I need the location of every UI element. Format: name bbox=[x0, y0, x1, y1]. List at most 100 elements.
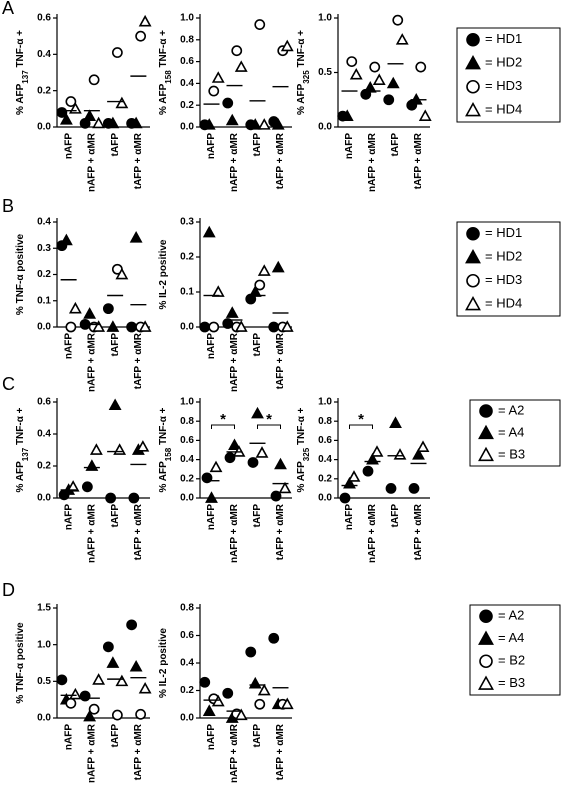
y-tick-label: 0.0 bbox=[180, 122, 194, 133]
data-point bbox=[102, 641, 114, 653]
legend-marker bbox=[465, 102, 481, 117]
data-point bbox=[92, 116, 106, 129]
y-axis-label-part: TNF-α + bbox=[158, 30, 169, 70]
data-point bbox=[83, 709, 97, 722]
data-point bbox=[231, 45, 243, 57]
data-point bbox=[59, 113, 73, 125]
legend-marker bbox=[465, 249, 481, 264]
data-point bbox=[408, 482, 420, 494]
x-tick-label: tAFP + αMR bbox=[413, 132, 424, 189]
data-point bbox=[105, 492, 117, 504]
data-point bbox=[205, 491, 218, 503]
x-tick-label: tAFP + αMR bbox=[413, 503, 424, 560]
data-point bbox=[340, 109, 354, 121]
data-point bbox=[83, 307, 97, 319]
data-point bbox=[222, 687, 234, 699]
y-tick-label: 0.2 bbox=[180, 473, 194, 484]
x-tick-label: tAFP bbox=[390, 504, 401, 528]
y-axis-label-part: TNF-α + bbox=[15, 407, 26, 447]
x-tick-label: tAFP + αMR bbox=[275, 132, 286, 189]
y-tick-label: 0.2 bbox=[37, 85, 51, 96]
y-tick-label: 0.4 bbox=[180, 78, 194, 89]
data-point bbox=[126, 321, 138, 333]
y-tick-label: 0.6 bbox=[37, 397, 51, 408]
y-tick-label: 0.0 bbox=[318, 493, 332, 504]
data-point bbox=[211, 694, 225, 707]
data-point bbox=[138, 14, 152, 27]
legend-label: = B3 bbox=[498, 675, 525, 690]
legend-label: = HD3 bbox=[485, 78, 522, 93]
y-axis-label: % AFP158 TNF-α + bbox=[158, 407, 173, 492]
y-axis-label: % IL-2 positive bbox=[158, 239, 169, 309]
y-tick-label: 0.1 bbox=[180, 287, 194, 298]
y-axis-label-part: TNF-α + bbox=[296, 30, 307, 70]
data-point bbox=[65, 96, 77, 107]
data-point bbox=[224, 452, 236, 464]
y-axis-label-part: 325 bbox=[302, 447, 311, 461]
data-point bbox=[385, 482, 397, 494]
y-tick-label: 0.4 bbox=[37, 429, 51, 440]
y-tick-label: 0.2 bbox=[180, 252, 194, 263]
legend-label: = A4 bbox=[498, 424, 524, 439]
legend-marker bbox=[478, 446, 494, 462]
data-point bbox=[418, 109, 432, 121]
legend-marker bbox=[466, 32, 480, 47]
data-point bbox=[66, 480, 80, 492]
data-point bbox=[92, 673, 106, 685]
x-tick-label: nAFP bbox=[206, 133, 217, 159]
x-tick-label: tAFP + αMR bbox=[133, 723, 144, 780]
x-tick-label: nAFP + αMR bbox=[229, 503, 240, 563]
y-axis-label-part: % AFP bbox=[158, 83, 169, 115]
data-point bbox=[268, 321, 280, 333]
y-axis-label: % AFP325 TNF-α + bbox=[296, 30, 311, 115]
data-point bbox=[346, 56, 358, 67]
legend-marker bbox=[478, 630, 494, 645]
data-point bbox=[222, 97, 234, 109]
data-point bbox=[372, 73, 386, 85]
legend-label: = B2 bbox=[498, 653, 525, 668]
y-axis-label-part: 158 bbox=[164, 447, 173, 461]
x-tick-label: nAFP bbox=[63, 724, 74, 750]
data-point bbox=[347, 470, 361, 482]
x-tick-label: tAFP bbox=[252, 133, 263, 157]
x-tick-label: nAFP + αMR bbox=[87, 332, 98, 392]
data-point bbox=[280, 39, 294, 52]
legend-marker bbox=[465, 296, 481, 311]
data-point bbox=[254, 279, 266, 291]
data-point bbox=[228, 438, 241, 451]
x-tick-label: nAFP + αMR bbox=[87, 723, 98, 783]
x-tick-label: tAFP bbox=[110, 504, 121, 528]
data-point bbox=[138, 681, 152, 694]
data-point bbox=[392, 14, 404, 26]
legend-label: = HD1 bbox=[485, 225, 522, 240]
x-tick-label: nAFP bbox=[206, 504, 217, 530]
significance-star: * bbox=[358, 411, 364, 428]
y-tick-label: 0.4 bbox=[180, 658, 194, 669]
x-tick-label: nAFP bbox=[206, 333, 217, 359]
data-point bbox=[208, 321, 220, 333]
legend-label: = A2 bbox=[498, 402, 524, 417]
x-tick-label: tAFP + αMR bbox=[133, 503, 144, 560]
data-point bbox=[138, 320, 152, 332]
x-tick-label: nAFP + αMR bbox=[229, 332, 240, 392]
data-point bbox=[234, 60, 248, 72]
data-point bbox=[257, 683, 271, 696]
data-point bbox=[415, 61, 427, 73]
data-point bbox=[209, 460, 223, 473]
data-point bbox=[106, 320, 120, 332]
data-point bbox=[274, 457, 287, 470]
legend-label: = A4 bbox=[498, 630, 524, 645]
y-tick-label: 0.0 bbox=[37, 122, 51, 133]
data-point bbox=[89, 443, 103, 455]
data-point bbox=[386, 76, 400, 89]
data-point bbox=[211, 71, 225, 83]
data-point bbox=[412, 448, 425, 460]
data-point bbox=[395, 33, 409, 45]
y-tick-label: 0.4 bbox=[37, 217, 51, 228]
x-tick-label: tAFP bbox=[390, 133, 401, 157]
y-axis-label-part: TNF-α + bbox=[296, 407, 307, 447]
legend-marker bbox=[479, 404, 493, 418]
x-tick-label: tAFP + αMR bbox=[275, 723, 286, 780]
y-tick-label: 0.0 bbox=[37, 493, 51, 504]
